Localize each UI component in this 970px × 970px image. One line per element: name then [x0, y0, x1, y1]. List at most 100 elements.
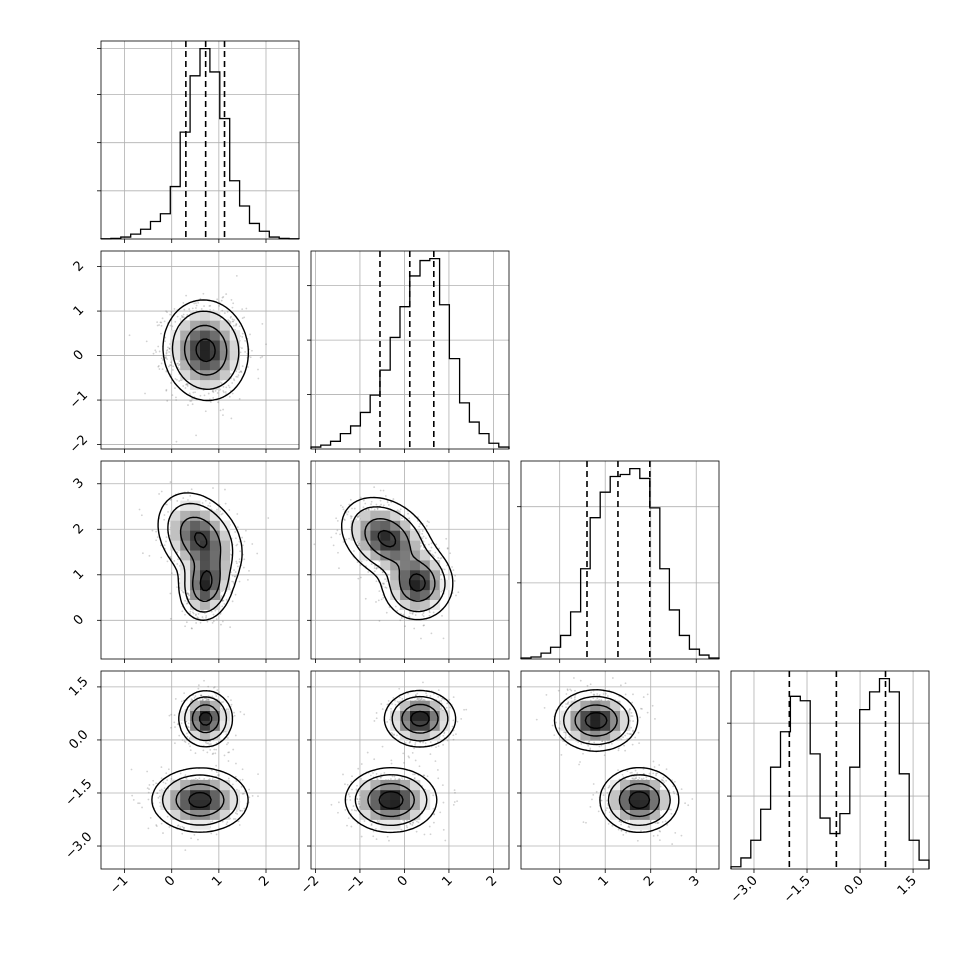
sample-point [335, 532, 338, 535]
sample-point [163, 514, 166, 516]
sample-point [170, 382, 172, 384]
sample-point [160, 362, 163, 365]
sample-point [128, 334, 131, 337]
sample-point [170, 498, 173, 501]
density-cell [190, 569, 201, 581]
density-cell [209, 340, 221, 351]
sample-point [175, 440, 178, 443]
density-cell [209, 560, 221, 571]
density-cell [380, 560, 391, 571]
density-cell [180, 510, 191, 521]
sample-point [381, 571, 384, 573]
sample-point [204, 410, 207, 413]
sample-point [182, 302, 185, 304]
sample-point [187, 499, 189, 501]
density-cell [209, 320, 221, 331]
sample-point [215, 695, 218, 697]
density-cell [170, 540, 181, 551]
sample-point [177, 362, 179, 365]
sample-point [377, 599, 380, 602]
sample-point [238, 540, 241, 543]
sample-point [400, 612, 402, 615]
sample-point [227, 708, 230, 711]
hist-panel-2 [517, 460, 720, 663]
sample-point [399, 619, 402, 622]
sample-point [195, 307, 197, 309]
sample-point [174, 377, 177, 380]
sample-point [414, 614, 417, 616]
sample-point [234, 531, 237, 533]
density-cell [180, 359, 191, 371]
sample-point [165, 356, 168, 358]
sample-point [392, 498, 395, 500]
sample-point [200, 694, 202, 697]
sample-point [382, 596, 385, 599]
hist-frame [310, 250, 510, 450]
density-cell [429, 560, 441, 571]
sample-point [245, 307, 248, 310]
sample-point [210, 610, 213, 613]
sample-point [214, 752, 217, 755]
sample-point [368, 508, 370, 511]
sample-point [367, 509, 370, 511]
density-cell [410, 599, 421, 610]
sample-point [165, 352, 168, 355]
sample-point [422, 540, 425, 543]
contour-lines [162, 299, 250, 402]
density-cell [190, 369, 201, 381]
sample-point [425, 537, 427, 540]
sample-point [186, 593, 189, 596]
sample-point [205, 615, 208, 617]
sample-point [156, 792, 159, 795]
sample-point [370, 503, 372, 506]
sample-point [340, 504, 342, 507]
sample-point [374, 564, 376, 567]
sample-point [163, 320, 166, 323]
sample-point [212, 390, 214, 392]
sample-point [199, 394, 202, 397]
sample-point [358, 514, 361, 517]
sample-point [187, 404, 189, 406]
sample-point [349, 515, 352, 518]
sample-point [207, 698, 210, 701]
sample-point [348, 503, 351, 506]
sample-point [241, 335, 244, 338]
sample-point [426, 520, 429, 523]
sample-point [428, 611, 431, 614]
sample-point [189, 610, 192, 613]
sample-point [330, 536, 333, 539]
contour-lines [157, 492, 243, 621]
panel-plot-area [101, 251, 299, 449]
sample-point [165, 351, 168, 354]
sample-point [370, 500, 373, 503]
sample-point [378, 590, 381, 593]
scatter-panel-0-2 [97, 460, 300, 663]
sample-point [209, 743, 212, 745]
sample-point [421, 532, 424, 535]
sample-point [257, 377, 260, 380]
sample-point [385, 611, 388, 614]
sample-point [218, 691, 220, 694]
sample-point [259, 356, 262, 359]
sample-point [168, 714, 171, 717]
sample-point [187, 722, 190, 725]
sample-point [214, 609, 217, 612]
sample-point [194, 695, 197, 697]
density-cell [229, 340, 240, 351]
sample-point [206, 751, 209, 754]
sample-point [411, 612, 414, 615]
scatter-panel-1-2 [307, 460, 510, 663]
sample-point [221, 512, 224, 515]
sample-point [230, 417, 233, 420]
contour-lines [341, 496, 454, 621]
sample-point [243, 713, 246, 716]
sample-point [200, 695, 203, 697]
sample-point [169, 499, 172, 501]
sample-point [221, 296, 224, 299]
sample-point [199, 621, 202, 624]
density-cell [400, 530, 411, 541]
sample-point [238, 580, 241, 583]
contour-line [162, 299, 250, 402]
sample-point [423, 624, 425, 627]
sample-point [178, 360, 181, 363]
